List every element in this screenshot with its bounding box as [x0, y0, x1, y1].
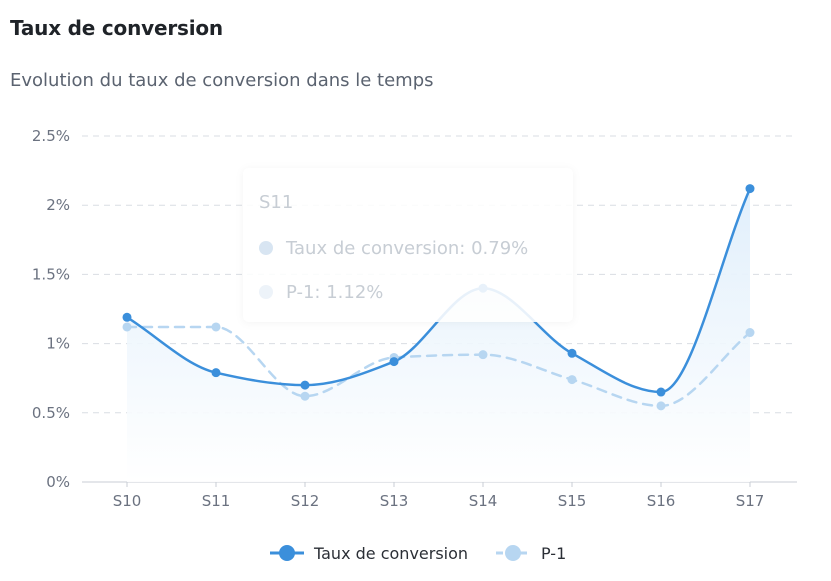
x-tick-label: S14	[469, 492, 498, 510]
legend-main-label: Taux de conversion	[313, 544, 468, 563]
legend-prev-label: P-1	[541, 544, 566, 563]
y-tick-label: 1.5%	[32, 265, 70, 283]
main-series-point[interactable]	[745, 184, 755, 194]
chart-subtitle: Evolution du taux de conversion dans le …	[10, 70, 434, 91]
chart-title: Taux de conversion	[10, 16, 223, 40]
prev-series-point[interactable]	[567, 375, 577, 385]
prev-series-point[interactable]	[122, 322, 132, 332]
tooltip-main-value: Taux de conversion: 0.79%	[285, 238, 528, 259]
main-series-point[interactable]	[656, 387, 666, 397]
x-tick-label: S12	[291, 492, 320, 510]
main-series-area	[127, 188, 750, 483]
tooltip-prev-swatch	[259, 285, 273, 299]
main-series-point[interactable]	[122, 312, 132, 322]
tooltip-title: S11	[259, 192, 293, 213]
prev-series-point[interactable]	[478, 350, 488, 360]
prev-series-point[interactable]	[656, 401, 666, 411]
x-tick-label: S16	[647, 492, 676, 510]
x-tick-label: S13	[380, 492, 409, 510]
prev-series-point[interactable]	[745, 328, 755, 338]
y-tick-label: 2%	[46, 196, 70, 214]
legend-prev-marker	[505, 545, 521, 561]
main-series-point[interactable]	[300, 380, 310, 390]
x-tick-label: S10	[113, 492, 142, 510]
main-series-point[interactable]	[567, 348, 577, 358]
tooltip-main-swatch	[259, 241, 273, 255]
legend-item-main[interactable]: Taux de conversion	[270, 544, 468, 563]
tooltip-prev-value: P-1: 1.12%	[286, 282, 383, 303]
main-series-point[interactable]	[389, 357, 399, 367]
y-tick-label: 0%	[46, 473, 70, 491]
y-tick-label: 1%	[46, 335, 70, 353]
prev-series-point[interactable]	[211, 322, 221, 332]
y-axis: 0% 0.5% 1% 1.5% 2% 2.5%	[32, 127, 70, 491]
tooltip: S11 Taux de conversion: 0.79% P-1: 1.12%	[243, 168, 573, 322]
x-tick-label: S17	[736, 492, 765, 510]
y-tick-label: 0.5%	[32, 404, 70, 422]
y-tick-label: 2.5%	[32, 127, 70, 145]
tooltip-box	[243, 168, 573, 322]
x-tick-label: S15	[558, 492, 587, 510]
legend-item-prev[interactable]: P-1	[496, 544, 566, 563]
main-series-point[interactable]	[211, 368, 221, 378]
prev-series-point[interactable]	[300, 391, 310, 401]
x-tick-label: S11	[202, 492, 231, 510]
x-axis: S10 S11 S12 S13 S14 S15 S16 S17	[82, 481, 797, 510]
legend[interactable]: Taux de conversion P-1	[270, 544, 566, 563]
legend-main-marker	[279, 545, 295, 561]
